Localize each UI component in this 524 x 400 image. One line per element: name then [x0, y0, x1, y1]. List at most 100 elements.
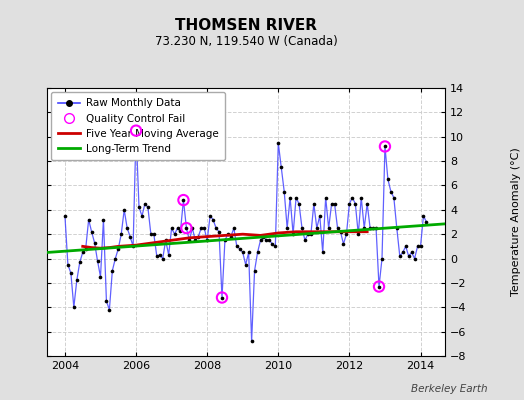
- Point: [324, 225, 333, 231]
- Point: [366, 225, 374, 231]
- Point: [247, 338, 256, 344]
- Point: [369, 225, 377, 231]
- Point: [280, 188, 288, 195]
- Point: [185, 237, 193, 244]
- Point: [310, 200, 318, 207]
- Point: [90, 240, 99, 246]
- Point: [200, 225, 209, 231]
- Point: [141, 200, 149, 207]
- Point: [390, 194, 398, 201]
- Point: [242, 262, 250, 268]
- Point: [422, 219, 431, 225]
- Point: [135, 204, 143, 210]
- Point: [197, 225, 205, 231]
- Point: [339, 241, 347, 247]
- Point: [64, 262, 72, 268]
- Point: [381, 143, 389, 150]
- Point: [203, 237, 211, 244]
- Point: [375, 283, 383, 290]
- Point: [230, 225, 238, 231]
- Point: [70, 304, 78, 310]
- Point: [206, 213, 214, 219]
- Point: [165, 252, 173, 258]
- Point: [99, 216, 107, 223]
- Point: [67, 270, 75, 276]
- Point: [120, 207, 128, 213]
- Point: [224, 231, 232, 237]
- Point: [342, 231, 351, 237]
- Point: [179, 197, 188, 203]
- Legend: Raw Monthly Data, Quality Control Fail, Five Year Moving Average, Long-Term Tren: Raw Monthly Data, Quality Control Fail, …: [51, 92, 225, 160]
- Point: [111, 255, 119, 262]
- Point: [262, 237, 270, 244]
- Y-axis label: Temperature Anomaly (°C): Temperature Anomaly (°C): [511, 148, 521, 296]
- Point: [274, 140, 282, 146]
- Point: [221, 237, 229, 244]
- Point: [218, 294, 226, 301]
- Point: [315, 213, 324, 219]
- Point: [117, 231, 125, 237]
- Point: [132, 128, 140, 134]
- Point: [61, 213, 69, 219]
- Point: [209, 216, 217, 223]
- Point: [419, 213, 428, 219]
- Point: [176, 227, 184, 234]
- Point: [405, 253, 413, 259]
- Point: [194, 234, 202, 240]
- Point: [108, 268, 116, 274]
- Point: [147, 231, 155, 237]
- Point: [81, 246, 90, 252]
- Point: [265, 237, 274, 244]
- Point: [79, 249, 87, 256]
- Point: [268, 241, 277, 247]
- Point: [238, 249, 247, 256]
- Point: [295, 200, 303, 207]
- Point: [161, 237, 170, 244]
- Point: [170, 231, 179, 237]
- Text: Berkeley Earth: Berkeley Earth: [411, 384, 487, 394]
- Point: [345, 200, 354, 207]
- Point: [351, 200, 359, 207]
- Point: [286, 194, 294, 201]
- Point: [322, 194, 330, 201]
- Point: [307, 231, 315, 237]
- Point: [401, 243, 410, 250]
- Point: [126, 234, 134, 240]
- Point: [413, 243, 422, 250]
- Point: [218, 294, 226, 301]
- Point: [212, 225, 220, 231]
- Point: [336, 228, 345, 235]
- Point: [168, 225, 176, 231]
- Point: [399, 249, 407, 256]
- Point: [188, 225, 196, 231]
- Point: [330, 200, 339, 207]
- Point: [182, 225, 191, 231]
- Point: [333, 225, 342, 231]
- Point: [191, 237, 200, 244]
- Point: [227, 234, 235, 240]
- Point: [132, 128, 140, 134]
- Text: THOMSEN RIVER: THOMSEN RIVER: [176, 18, 317, 34]
- Point: [313, 225, 321, 231]
- Point: [256, 237, 265, 244]
- Point: [259, 234, 268, 240]
- Point: [159, 255, 167, 262]
- Point: [298, 225, 306, 231]
- Point: [156, 252, 164, 258]
- Point: [123, 225, 132, 231]
- Point: [182, 225, 191, 231]
- Point: [93, 258, 102, 264]
- Point: [408, 249, 416, 256]
- Point: [129, 243, 137, 250]
- Point: [75, 259, 84, 266]
- Point: [410, 255, 419, 262]
- Point: [301, 237, 309, 244]
- Point: [173, 225, 182, 231]
- Point: [88, 228, 96, 235]
- Point: [152, 253, 161, 259]
- Point: [348, 194, 356, 201]
- Point: [271, 243, 279, 250]
- Point: [277, 164, 286, 170]
- Point: [114, 246, 123, 252]
- Point: [245, 249, 253, 256]
